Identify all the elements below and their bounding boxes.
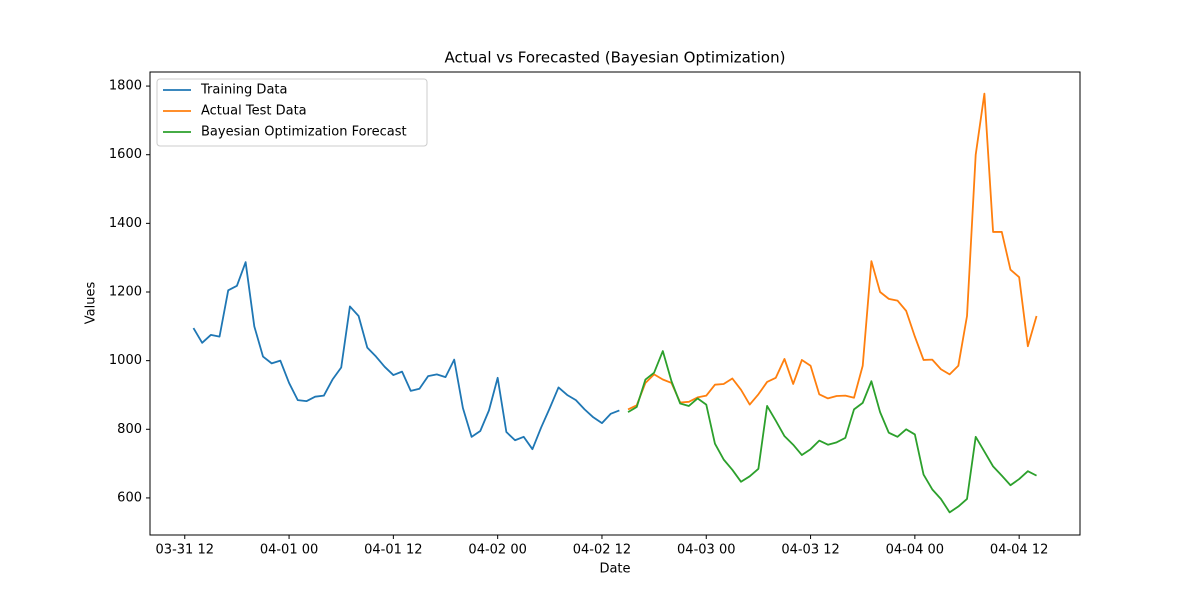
x-tick-label: 04-01 00 <box>260 543 318 558</box>
legend-label: Actual Test Data <box>201 104 307 119</box>
plot-frame <box>149 71 1081 536</box>
y-tick-label: 1400 <box>109 216 142 231</box>
legend-label: Bayesian Optimization Forecast <box>201 125 407 140</box>
x-tick-label: 04-04 00 <box>886 543 944 558</box>
y-tick-label: 600 <box>117 490 142 505</box>
x-axis-label: Date <box>599 562 630 577</box>
y-axis-label: Values <box>84 282 99 325</box>
x-tick-label: 04-04 12 <box>990 543 1048 558</box>
series-line <box>627 350 1037 514</box>
y-tick-label: 1600 <box>109 147 142 162</box>
x-tick-label: 04-03 00 <box>677 543 735 558</box>
y-tick-label: 1800 <box>109 79 142 94</box>
y-tick-label: 800 <box>117 422 142 437</box>
x-tick-label: 04-01 12 <box>364 543 422 558</box>
y-tick-label: 1200 <box>109 285 142 300</box>
series-line <box>627 92 1038 411</box>
legend-label: Training Data <box>200 83 287 98</box>
x-tick-label: 04-03 12 <box>781 543 839 558</box>
series-line <box>192 261 620 451</box>
y-tick-label: 1000 <box>109 353 142 368</box>
x-tick-label: 04-02 00 <box>468 543 526 558</box>
x-tick-label: 03-31 12 <box>156 543 214 558</box>
x-tick-label: 04-02 12 <box>573 543 631 558</box>
legend-box <box>156 78 428 147</box>
chart-title: Actual vs Forecasted (Bayesian Optimizat… <box>445 49 786 67</box>
